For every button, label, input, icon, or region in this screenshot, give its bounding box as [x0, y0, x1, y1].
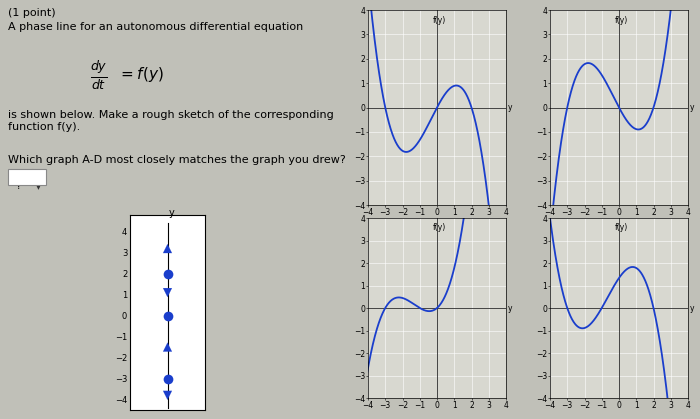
Text: y: y [508, 303, 512, 313]
Text: (1 point): (1 point) [8, 8, 55, 18]
Text: B: B [615, 230, 623, 241]
Text: is shown below. Make a rough sketch of the corresponding: is shown below. Make a rough sketch of t… [8, 110, 334, 120]
Text: f(y): f(y) [433, 16, 447, 25]
Text: A phase line for an autonomous differential equation: A phase line for an autonomous different… [8, 22, 303, 32]
Text: ▾: ▾ [36, 181, 41, 191]
Text: $= f(y)$: $= f(y)$ [118, 65, 164, 84]
Text: f(y): f(y) [615, 223, 629, 233]
Text: y: y [690, 303, 694, 313]
Text: ?: ? [15, 181, 21, 191]
Text: Which graph A-D most closely matches the graph you drew?: Which graph A-D most closely matches the… [8, 155, 346, 165]
Text: y: y [690, 103, 694, 112]
Text: f(y): f(y) [433, 223, 447, 233]
Bar [8, 169, 46, 185]
Text: f(y): f(y) [615, 16, 629, 25]
Text: function f(y).: function f(y). [8, 122, 81, 132]
Text: A: A [433, 230, 441, 241]
Text: $\frac{dy}{dt}$: $\frac{dy}{dt}$ [90, 60, 108, 93]
Text: y: y [169, 208, 174, 218]
Text: y: y [508, 103, 512, 112]
